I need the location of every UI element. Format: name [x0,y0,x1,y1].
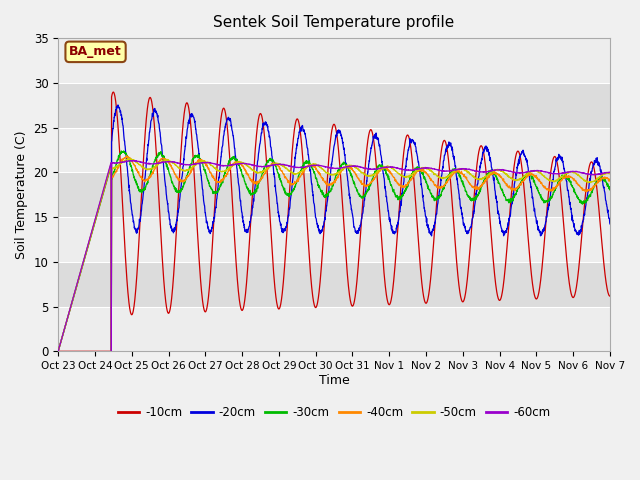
-30cm [209,187,216,192]
-60cm [362,166,370,171]
-60cm [350,163,358,169]
-10cm [495,296,502,302]
Bar [58,128,610,172]
-40cm [573,180,580,186]
-60cm [573,168,580,174]
-50cm [125,156,132,161]
-50cm [350,163,358,169]
-50cm [362,172,370,178]
-60cm [54,348,62,354]
-60cm [606,169,614,175]
-30cm [573,192,580,198]
-10cm [109,89,117,95]
-20cm [54,348,62,354]
-40cm [606,179,614,184]
-40cm [557,178,565,184]
-20cm [209,224,216,229]
-10cm [362,153,370,159]
-50cm [573,171,580,177]
-30cm [120,148,127,154]
-10cm [557,195,565,201]
Line: -30cm: -30cm [58,151,610,351]
-50cm [495,168,502,173]
X-axis label: Time: Time [319,374,349,387]
-60cm [557,170,565,176]
-50cm [557,173,565,179]
-40cm [123,153,131,159]
-10cm [573,282,580,288]
Line: -10cm: -10cm [58,92,610,351]
-30cm [495,179,502,185]
-40cm [350,169,358,175]
-40cm [209,174,216,180]
-40cm [54,348,62,354]
-40cm [495,172,502,178]
-20cm [350,224,358,230]
-10cm [54,348,62,354]
-30cm [54,348,62,354]
Bar [58,307,610,351]
Legend: -10cm, -20cm, -30cm, -40cm, -50cm, -60cm: -10cm, -20cm, -30cm, -40cm, -50cm, -60cm [113,401,555,423]
Title: Sentek Soil Temperature profile: Sentek Soil Temperature profile [213,15,454,30]
-30cm [606,187,614,193]
-10cm [606,293,614,299]
-50cm [606,171,614,177]
Line: -60cm: -60cm [58,160,610,351]
-20cm [573,231,580,237]
Y-axis label: Soil Temperature (C): Soil Temperature (C) [15,131,28,259]
-10cm [350,300,358,305]
-60cm [209,160,216,166]
-20cm [495,211,502,217]
Line: -40cm: -40cm [58,156,610,351]
Line: -50cm: -50cm [58,158,610,351]
-40cm [362,182,370,188]
-20cm [606,221,614,227]
-60cm [495,167,502,173]
-20cm [114,102,122,108]
-30cm [362,191,370,197]
-50cm [209,163,216,169]
Bar [58,217,610,262]
-30cm [557,176,565,181]
Line: -20cm: -20cm [58,105,610,351]
Bar [58,38,610,83]
-60cm [130,157,138,163]
-30cm [350,179,358,185]
-50cm [54,348,62,354]
Text: BA_met: BA_met [69,45,122,59]
-20cm [557,155,565,161]
-20cm [362,183,370,189]
-10cm [209,244,216,250]
